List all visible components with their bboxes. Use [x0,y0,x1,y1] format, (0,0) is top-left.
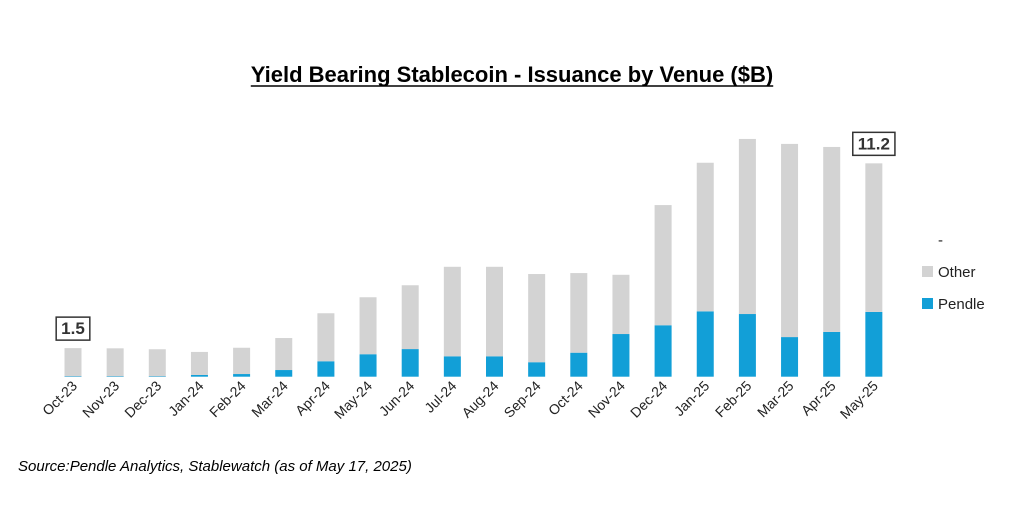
bar-pendle-Dec-24 [654,325,672,377]
data-label-box [55,316,91,341]
x-tick-label: Aug-24 [458,377,501,420]
data-label-Oct-23: 1.5 [55,316,91,341]
bar-other-Feb-24 [233,347,251,375]
legend-entry-other: Other [938,264,976,281]
bar-pendle-Nov-23 [106,376,124,377]
bar-pendle-Sep-24 [528,362,546,377]
x-tick-label: Nov-23 [79,377,122,420]
x-tick-label: May-25 [837,377,881,421]
chart-title: Yield Bearing Stablecoin - Issuance by V… [251,62,773,87]
svg-text:11.2: 11.2 [858,134,890,153]
bar-other-Apr-24 [317,313,335,362]
bar-other-Aug-24 [486,266,503,357]
data-label-May-25: 11.2 [852,131,896,157]
x-tick-label: Mar-24 [248,377,291,420]
x-tick-label: Oct-23 [39,377,80,418]
data-labels: 1.5 11.2 [55,131,896,341]
bar-other-Dec-24 [654,205,672,326]
bar-other-May-24 [359,297,377,355]
bar-pendle-Mar-24 [275,370,293,377]
legend: - Other Pendle [922,232,985,313]
bar-pendle-Aug-24 [486,356,503,377]
bar-pendle-Oct-23 [64,376,82,377]
legend-swatch-pendle [922,298,933,309]
bar-pendle-Jul-24 [443,356,461,377]
bar-other-Jan-24 [190,351,208,375]
bar-pendle-Feb-24 [233,374,251,377]
x-tick-label: Oct-24 [545,377,586,418]
x-tick-label: Feb-24 [206,377,249,420]
bar-other-May-25 [865,163,883,312]
bar-other-Jul-24 [443,266,461,357]
bar-other-Jan-25 [696,162,714,312]
bar-pendle-Jun-24 [401,349,419,377]
bar-pendle-Feb-25 [738,314,756,377]
bar-other-Dec-23 [148,349,166,377]
bar-pendle-Jan-25 [696,311,714,377]
bar-other-Nov-23 [106,348,124,377]
x-tick-label: Apr-25 [798,377,839,418]
x-tick-label: Sep-24 [501,377,544,420]
bar-other-Sep-24 [528,274,546,363]
svg-text:1.5: 1.5 [61,319,85,338]
bar-pendle-May-25 [865,311,883,377]
bar-other-Oct-24 [570,273,588,353]
bar-other-Mar-24 [275,338,293,371]
bar-other-Apr-25 [823,146,841,332]
source-note: Source:Pendle Analytics, Stablewatch (as… [18,458,412,475]
bar-pendle-Apr-25 [823,331,841,377]
x-tick-label: Nov-24 [585,377,628,420]
bar-other-Nov-24 [612,274,630,335]
bar-pendle-Dec-23 [148,376,166,377]
x-tick-label: Mar-25 [754,377,797,420]
bar-pendle-Apr-24 [317,361,335,377]
bar-other-Oct-23 [64,348,82,377]
bar-other-Feb-25 [738,138,756,315]
legend-entry-blank: - [938,232,943,249]
bar-pendle-May-24 [359,354,377,377]
legend-swatch-other [922,266,933,277]
x-tick-label: May-24 [331,377,375,421]
bar-pendle-Nov-24 [612,334,630,377]
x-tick-label: Apr-24 [292,377,333,418]
x-tick-label: Dec-24 [627,377,670,420]
x-tick-label: Feb-25 [712,377,755,420]
x-tick-label: Dec-23 [121,377,164,420]
x-tick-label: Jan-25 [671,377,713,419]
bar-pendle-Jan-24 [190,374,208,377]
legend-entry-pendle: Pendle [938,296,985,313]
x-tick-label: Jun-24 [376,377,418,419]
x-tick-label: Jul-24 [421,377,459,415]
bar-pendle-Mar-25 [781,337,799,377]
bar-pendle-Oct-24 [570,352,588,377]
bars [64,138,883,377]
x-tick-label: Jan-24 [165,377,207,419]
bar-other-Mar-25 [781,143,799,338]
data-label-box [852,131,896,157]
bar-other-Jun-24 [401,285,419,350]
